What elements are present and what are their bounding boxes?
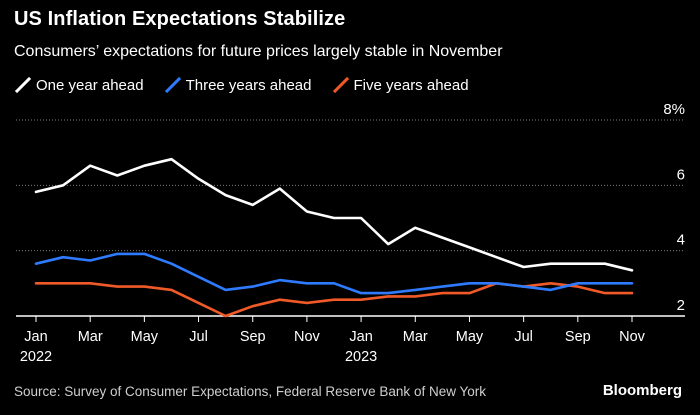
x-tick-year-6: 2023 (345, 349, 377, 365)
brand-logo: Bloomberg (602, 382, 682, 399)
legend-label-one-year: One year ahead (36, 76, 144, 94)
series-line-one-year-ahead (34, 157, 634, 272)
chart-subtitle: Consumers’ expectations for future price… (14, 43, 503, 60)
x-tick-label-4: Sep (240, 329, 266, 345)
legend-item-one-year: One year ahead (14, 76, 144, 94)
x-tick-label-9: Jul (514, 329, 533, 345)
legend-marker-five-years (332, 76, 349, 94)
x-tick-label-3: Jul (189, 329, 208, 345)
y-tick-label-4: 4 (677, 232, 685, 249)
x-tick-label-2: May (131, 329, 159, 345)
x-tick-label-1: Mar (78, 329, 103, 345)
legend-marker-one-year (14, 76, 32, 94)
y-tick-label-8: 8% (663, 101, 685, 118)
y-tick-label-6: 6 (677, 166, 685, 183)
legend-item-five-years: Five years ahead (332, 76, 469, 94)
series-line-five-years-ahead (34, 282, 634, 318)
chart-title: US Inflation Expectations Stabilize (14, 8, 346, 30)
x-tick-label-6: Jan (349, 329, 372, 345)
source-note: Source: Survey of Consumer Expectations,… (14, 384, 486, 399)
x-tick-label-10: Sep (565, 329, 591, 345)
y-tick-label-2: 2 (677, 297, 685, 314)
x-tick-label-8: May (456, 329, 484, 345)
line-chart: 2 4 6 8% Jan 2022 Mar May Jul Sep Nov Jan 2023 Mar May… (16, 101, 685, 365)
legend-item-three-years: Three years ahead (164, 76, 312, 94)
legend-label-three-years: Three years ahead (185, 76, 312, 94)
x-tick-label-0: Jan (24, 329, 47, 345)
legend-marker-three-years (164, 76, 181, 94)
series-line-three-years-ahead (34, 252, 634, 295)
x-tick-label-5: Nov (294, 329, 321, 345)
x-tick-label-7: Mar (403, 329, 428, 345)
x-tick-label-11: Nov (619, 329, 646, 345)
legend: One year ahead Three years ahead Five ye… (14, 76, 489, 94)
legend-label-five-years: Five years ahead (353, 76, 469, 94)
x-tick-year-0: 2022 (20, 349, 52, 365)
